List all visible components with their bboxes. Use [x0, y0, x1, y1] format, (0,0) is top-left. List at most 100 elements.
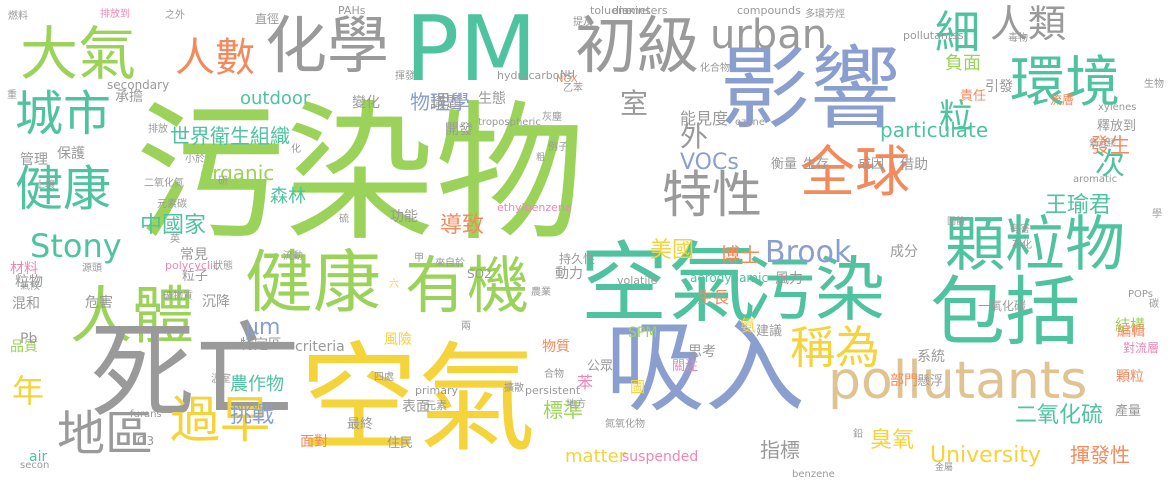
cloud-word: 污染物: [135, 88, 586, 262]
cloud-word: 二氧化氮: [144, 178, 184, 189]
cloud-word: 最終: [347, 417, 374, 432]
cloud-word: 材料: [10, 261, 38, 277]
cloud-word: suspended: [622, 449, 699, 465]
cloud-word: air: [29, 449, 48, 465]
cloud-word: University: [930, 443, 1041, 468]
cloud-word: 燃料: [8, 11, 28, 22]
cloud-word: 危害: [85, 295, 113, 311]
cloud-word: 農作物: [230, 374, 284, 395]
cloud-word: 影響: [720, 37, 900, 142]
cloud-word: 提及: [573, 17, 593, 28]
cloud-word: ozone: [735, 117, 765, 128]
cloud-word: 擴散: [504, 383, 524, 394]
cloud-word: 過早: [170, 391, 270, 449]
cloud-word: diameters: [612, 4, 668, 17]
cloud-word: SPM: [628, 325, 658, 341]
cloud-word: polycyclic: [165, 259, 220, 272]
cloud-word: 全球: [800, 140, 911, 204]
cloud-word: 系統: [917, 349, 945, 365]
cloud-word: 王瑜君: [1045, 193, 1112, 218]
cloud-word: 健康: [15, 161, 112, 217]
cloud-word: 議題: [430, 93, 463, 112]
cloud-word: 中國家: [140, 213, 207, 238]
cloud-word: 衡量: [771, 157, 798, 172]
cloud-word: 死亡: [90, 311, 301, 433]
cloud-word: 化合物: [700, 63, 730, 74]
cloud-word: SO2: [467, 267, 492, 281]
cloud-word: 成分: [890, 244, 918, 260]
cloud-word: 大氣: [20, 20, 137, 88]
cloud-word: 圖: [630, 378, 646, 396]
cloud-word: secon: [20, 460, 50, 471]
cloud-word: 毒物: [1008, 33, 1028, 44]
cloud-word: 人體: [70, 279, 195, 352]
cloud-word: 世界衛生組織: [170, 124, 290, 148]
cloud-word: VOCs: [680, 150, 739, 175]
cloud-word: 公眾: [587, 359, 614, 374]
cloud-word: 結構: [1115, 316, 1146, 334]
cloud-word: 粒物: [15, 274, 43, 290]
cloud-word: POPs: [1128, 289, 1153, 300]
cloud-word: 有機: [405, 249, 530, 322]
cloud-word: 產量: [1115, 404, 1142, 419]
cloud-word: 動力: [555, 266, 583, 282]
cloud-word: 部門: [890, 373, 918, 389]
cloud-word: 例子: [548, 142, 568, 153]
cloud-word: 物質: [542, 339, 570, 355]
cloud-word: hydrocarbons: [497, 69, 573, 82]
cloud-word: 排放: [148, 124, 168, 135]
cloud-word: compounds: [737, 4, 801, 17]
cloud-word: μm: [245, 315, 281, 340]
cloud-word: Stony: [30, 227, 122, 265]
cloud-word: 元素: [425, 399, 447, 412]
cloud-word: 指標: [760, 438, 800, 462]
cloud-word: aerodynamic: [690, 271, 769, 285]
cloud-word: 人類: [990, 2, 1067, 46]
cloud-word: 排放到: [100, 9, 130, 20]
cloud-word: NOX: [556, 74, 578, 85]
cloud-word: matter: [565, 446, 627, 467]
cloud-word: 粒: [939, 97, 973, 137]
cloud-word: 住民: [387, 436, 414, 451]
cloud-word: 稱為: [790, 321, 881, 374]
cloud-word: 農業: [531, 287, 551, 298]
cloud-word: primary: [415, 384, 459, 397]
cloud-word: 流動: [283, 251, 303, 262]
cloud-word: criteria: [295, 339, 345, 355]
cloud-word: 室: [620, 87, 649, 120]
cloud-word: 承擔: [115, 89, 143, 105]
cloud-word: 懸浮: [917, 374, 944, 389]
cloud-word: 特定區: [240, 337, 282, 353]
cloud-word: furans: [130, 409, 162, 420]
cloud-word: 健康: [245, 244, 382, 323]
cloud-word: 研: [218, 176, 228, 187]
cloud-word: 元素碳: [157, 199, 187, 210]
cloud-word: 思考: [688, 344, 716, 360]
cloud-word: 年: [12, 372, 45, 410]
cloud-word: 生存: [803, 157, 830, 172]
cloud-word: 氮氧化物: [605, 419, 645, 430]
cloud-word: 顆粒物: [945, 210, 1125, 280]
cloud-word: 能見度: [680, 109, 729, 128]
cloud-word: pollutants: [828, 351, 1088, 411]
cloud-word: 兩: [461, 321, 471, 332]
cloud-word: organic: [200, 161, 275, 185]
cloud-word: 生態: [478, 91, 506, 107]
cloud-word: 人數: [175, 35, 255, 81]
cloud-word: 合物: [544, 369, 564, 380]
cloud-word: Brook: [765, 235, 852, 270]
cloud-word: 包括: [930, 268, 1081, 356]
cloud-word: 礦物質: [163, 291, 193, 302]
cloud-word: 苯: [577, 373, 594, 392]
cloud-word: 功能: [390, 209, 418, 225]
cloud-word: persistent: [525, 384, 581, 397]
cloud-word: 空氣: [300, 330, 537, 468]
cloud-word: 混和: [12, 296, 40, 312]
cloud-word: 持久性: [559, 252, 596, 266]
cloud-word: 之外: [165, 10, 185, 21]
cloud-word: 責任: [960, 89, 987, 104]
cloud-word: 石化: [1012, 240, 1032, 251]
cloud-word: 物理學: [410, 90, 470, 114]
cloud-word: 細: [935, 6, 981, 59]
